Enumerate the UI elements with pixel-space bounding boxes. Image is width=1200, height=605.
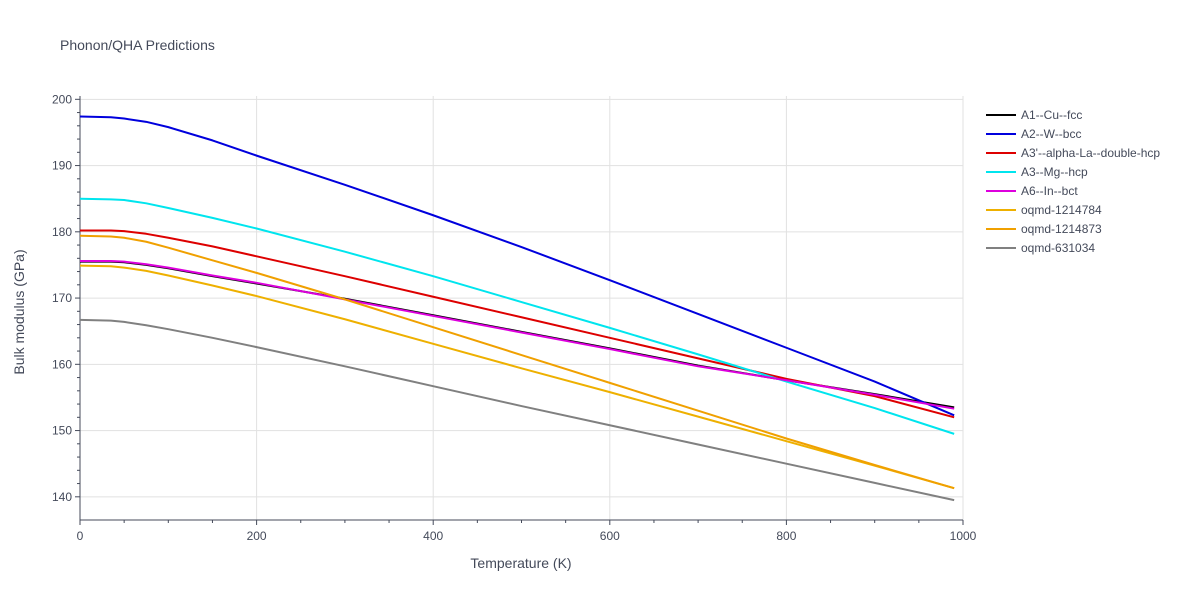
y-tick-label: 170 <box>52 291 72 305</box>
x-tick-label: 200 <box>247 529 267 543</box>
y-tick-label: 150 <box>52 424 72 438</box>
chart-title: Phonon/QHA Predictions <box>60 37 215 53</box>
legend-label-5[interactable]: oqmd-1214784 <box>1021 203 1102 217</box>
y-tick-label: 180 <box>52 225 72 239</box>
legend-label-3[interactable]: A3--Mg--hcp <box>1021 165 1088 179</box>
series-line-5 <box>79 264 955 490</box>
y-tick-label: 200 <box>52 92 72 106</box>
series-line-2 <box>80 229 955 419</box>
series-line-6 <box>79 234 955 490</box>
series-line-3 <box>79 197 955 435</box>
series-line-4 <box>80 259 955 410</box>
legend-label-0[interactable]: A1--Cu--fcc <box>1021 108 1082 122</box>
y-tick-label: 140 <box>52 490 72 504</box>
x-tick-label: 400 <box>423 529 443 543</box>
x-tick-label: 800 <box>776 529 796 543</box>
legend-label-2[interactable]: A3'--alpha-La--double-hcp <box>1021 146 1160 160</box>
x-tick-label: 0 <box>77 529 84 543</box>
legend: A1--Cu--fcc A2--W--bcc A3'--alpha-La--doub… <box>986 108 1160 255</box>
y-tick-label: 160 <box>52 357 72 371</box>
legend-label-7[interactable]: oqmd-631034 <box>1021 241 1095 255</box>
legend-label-4[interactable]: A6--In--bct <box>1021 184 1078 198</box>
series-layer <box>79 115 955 502</box>
axes-layer: 140 150 160 170 180 190 200 0 200 400 600 800 1000 <box>52 92 977 543</box>
x-tick-label: 600 <box>600 529 620 543</box>
x-tick-label: 1000 <box>950 529 977 543</box>
grid-layer <box>79 96 964 520</box>
x-axis-title: Temperature (K) <box>470 555 571 571</box>
legend-label-6[interactable]: oqmd-1214873 <box>1021 222 1102 236</box>
series-line-7 <box>79 318 955 502</box>
legend-label-1[interactable]: A2--W--bcc <box>1021 127 1081 141</box>
y-tick-label: 190 <box>52 159 72 173</box>
series-line-1 <box>79 115 955 417</box>
y-axis-title: Bulk modulus (GPa) <box>11 249 27 374</box>
